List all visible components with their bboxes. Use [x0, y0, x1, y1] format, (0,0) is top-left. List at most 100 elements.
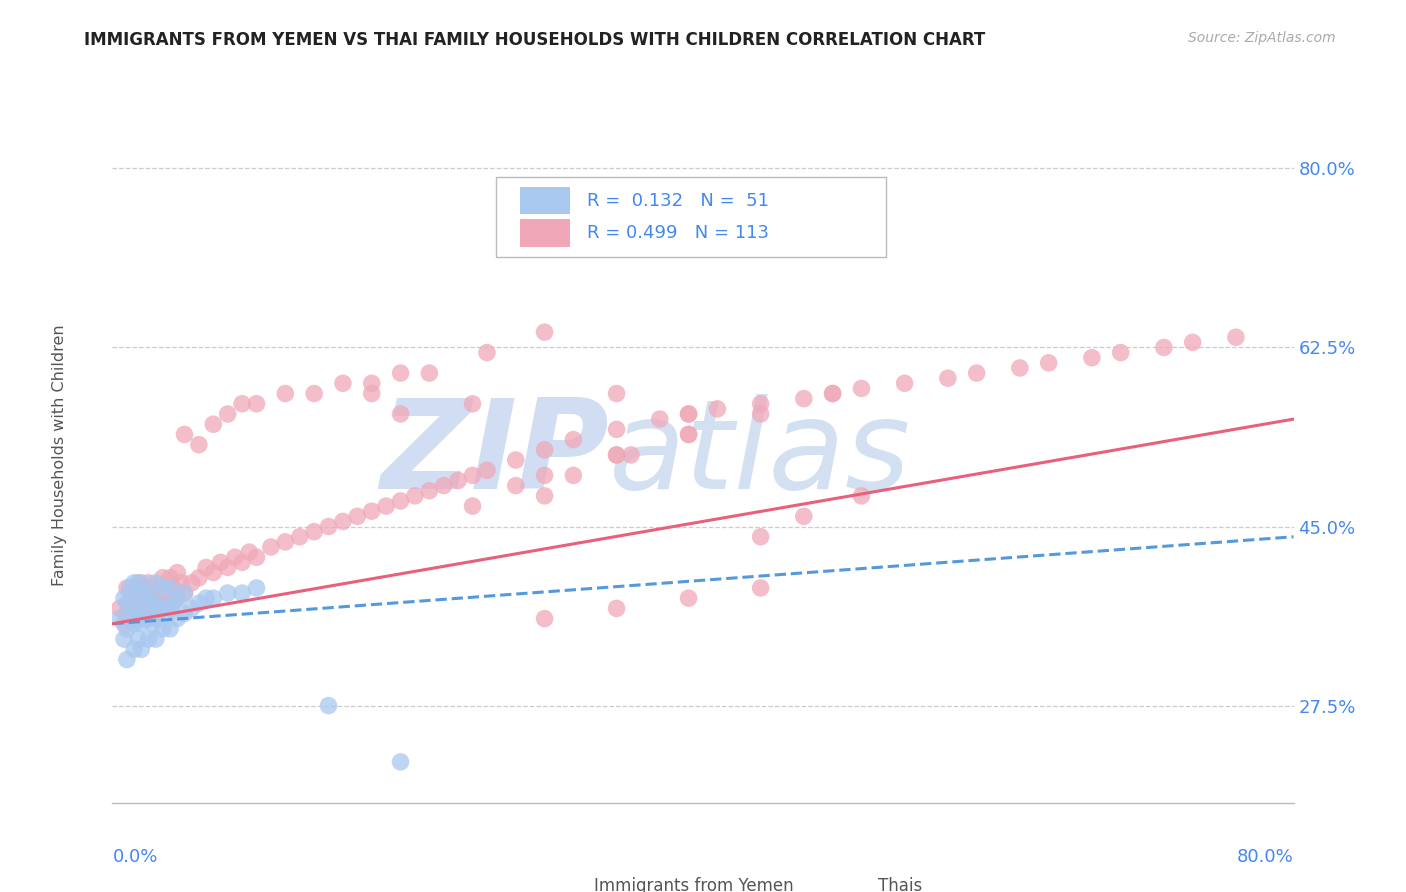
Point	[245, 550, 267, 565]
Point	[134, 586, 156, 600]
Point	[533, 489, 555, 503]
Point	[318, 519, 340, 533]
Point	[1008, 361, 1031, 376]
Point	[173, 586, 195, 600]
Point	[332, 515, 354, 529]
Point	[302, 524, 325, 539]
Text: R =  0.132   N =  51: R = 0.132 N = 51	[588, 192, 769, 210]
Point	[159, 596, 181, 610]
Point	[793, 509, 815, 524]
Point	[122, 612, 145, 626]
Point	[505, 453, 527, 467]
Point	[122, 575, 145, 590]
Point	[152, 571, 174, 585]
Point	[142, 596, 165, 610]
Point	[129, 616, 152, 631]
Point	[166, 591, 188, 606]
Text: Source: ZipAtlas.com: Source: ZipAtlas.com	[1188, 31, 1336, 45]
Point	[202, 566, 225, 580]
Point	[162, 581, 184, 595]
Point	[851, 489, 873, 503]
Point	[245, 397, 267, 411]
Point	[749, 407, 772, 421]
Point	[129, 601, 152, 615]
Point	[166, 612, 188, 626]
Point	[138, 612, 160, 626]
Point	[152, 601, 174, 615]
Text: atlas: atlas	[609, 394, 911, 516]
Point	[966, 366, 988, 380]
Point	[152, 581, 174, 595]
Point	[138, 632, 160, 646]
Point	[145, 632, 167, 646]
Point	[389, 755, 412, 769]
Point	[115, 652, 138, 666]
Point	[166, 566, 188, 580]
Point	[108, 612, 131, 626]
Point	[1153, 341, 1175, 355]
Point	[475, 345, 498, 359]
Point	[821, 386, 844, 401]
Point	[152, 622, 174, 636]
Point	[749, 530, 772, 544]
Point	[142, 591, 165, 606]
Point	[127, 586, 149, 600]
Point	[533, 442, 555, 457]
Point	[138, 575, 160, 590]
Point	[145, 612, 167, 626]
Point	[562, 468, 585, 483]
Point	[170, 575, 193, 590]
Point	[346, 509, 368, 524]
Point	[217, 586, 239, 600]
Point	[231, 397, 253, 411]
Point	[389, 407, 412, 421]
Point	[505, 478, 527, 492]
Point	[231, 586, 253, 600]
Point	[360, 376, 382, 391]
FancyBboxPatch shape	[520, 186, 569, 214]
Point	[115, 622, 138, 636]
Point	[418, 483, 440, 498]
Point	[145, 581, 167, 595]
Point	[606, 448, 628, 462]
Point	[159, 571, 181, 585]
Point	[606, 601, 628, 615]
Point	[678, 591, 700, 606]
Text: 80.0%: 80.0%	[1237, 848, 1294, 866]
Point	[606, 448, 628, 462]
Point	[180, 601, 202, 615]
Point	[389, 494, 412, 508]
FancyBboxPatch shape	[537, 873, 585, 892]
Point	[173, 427, 195, 442]
Point	[793, 392, 815, 406]
FancyBboxPatch shape	[496, 177, 886, 257]
Point	[138, 601, 160, 615]
Point	[217, 407, 239, 421]
Point	[224, 550, 246, 565]
Point	[302, 386, 325, 401]
FancyBboxPatch shape	[520, 219, 569, 246]
Point	[936, 371, 959, 385]
Point	[1109, 345, 1132, 359]
Point	[678, 407, 700, 421]
Point	[678, 427, 700, 442]
Point	[433, 478, 456, 492]
Point	[122, 601, 145, 615]
Point	[1038, 356, 1060, 370]
Point	[180, 575, 202, 590]
Point	[129, 581, 152, 595]
Point	[678, 427, 700, 442]
Point	[821, 386, 844, 401]
Point	[159, 622, 181, 636]
Point	[678, 407, 700, 421]
Point	[118, 612, 141, 626]
Point	[648, 412, 671, 426]
Point	[187, 438, 209, 452]
Point	[138, 591, 160, 606]
Point	[288, 530, 311, 544]
Point	[389, 366, 412, 380]
Point	[148, 591, 170, 606]
Point	[112, 616, 135, 631]
Point	[129, 607, 152, 621]
Point	[706, 401, 728, 416]
